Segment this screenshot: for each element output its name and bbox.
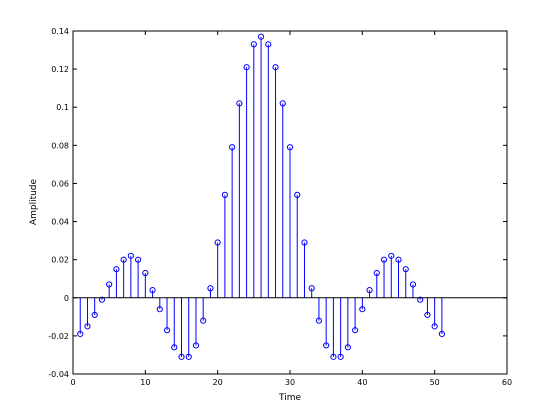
stem-marker: [178, 353, 185, 360]
stem-marker: [221, 191, 228, 198]
stem-marker: [250, 41, 257, 48]
stem-marker: [106, 281, 113, 288]
stem-marker: [373, 269, 380, 277]
stem-marker: [417, 296, 424, 303]
stem-marker: [243, 64, 250, 71]
stem-marker: [142, 269, 149, 277]
y-tick-label: -0.02: [48, 332, 69, 341]
stem-marker: [135, 256, 142, 263]
stem-marker: [301, 239, 308, 246]
stem-marker: [200, 317, 207, 324]
stem-marker: [185, 353, 192, 360]
stem-marker: [91, 311, 98, 319]
stem-marker: [438, 330, 445, 338]
y-tick-label: 0.04: [51, 218, 69, 227]
x-tick-label: 0: [70, 378, 75, 387]
stem-marker: [257, 33, 265, 40]
stem-marker: [352, 327, 359, 334]
y-tick-label: 0.08: [51, 141, 69, 150]
stem-marker: [236, 100, 243, 107]
stem-marker: [424, 311, 431, 319]
x-tick-label: 50: [430, 378, 440, 387]
stem-marker: [171, 344, 178, 351]
y-tick-label: 0.02: [51, 256, 69, 265]
stem-marker: [279, 100, 286, 107]
stem-marker: [323, 342, 330, 349]
stem-marker: [113, 266, 120, 273]
x-tick-label: 60: [502, 378, 512, 387]
stem-marker: [286, 144, 294, 151]
x-tick-label: 40: [357, 378, 367, 387]
y-tick-label: 0.14: [51, 27, 69, 36]
stem-marker: [366, 287, 373, 294]
y-tick-label: 0.06: [51, 179, 69, 188]
x-tick-label: 30: [285, 378, 295, 387]
stem-marker: [265, 41, 272, 48]
stem-marker: [344, 344, 351, 351]
stem-series: [77, 33, 445, 360]
y-tick-label: 0.12: [51, 65, 69, 74]
axis-ticks: 0 10 20 30 40 50 60 -0.04 -0.02 0 0.02 0.04 0.06 0.08…: [48, 27, 512, 387]
stem-marker: [149, 287, 156, 294]
stem-marker: [315, 317, 323, 324]
stem-marker: [98, 296, 106, 303]
x-tick-label: 10: [140, 378, 150, 387]
stem-marker: [120, 256, 127, 263]
stem-marker: [395, 256, 402, 263]
x-axis-label: Time: [278, 393, 301, 403]
stem-marker: [294, 191, 301, 198]
stem-marker: [431, 323, 438, 330]
stem-marker: [127, 252, 134, 259]
stem-marker: [308, 285, 315, 292]
stem-marker: [163, 327, 171, 334]
stem-marker: [337, 353, 344, 360]
stem-marker: [214, 239, 221, 246]
stem-marker: [380, 256, 388, 263]
stem-marker: [388, 252, 395, 259]
stem-marker: [84, 323, 91, 330]
y-tick-label: 0.1: [56, 103, 69, 112]
stem-marker: [330, 353, 337, 360]
y-tick-label: -0.04: [48, 370, 69, 379]
stem-marker: [192, 342, 200, 349]
stem-marker: [207, 285, 214, 292]
stem-marker: [156, 306, 163, 313]
stem-marker: [229, 144, 236, 151]
y-axis-label: Amplitude: [29, 178, 39, 225]
y-tick-label: 0: [64, 294, 69, 303]
stem-marker: [77, 330, 84, 338]
stem-marker: [409, 281, 417, 288]
stem-marker: [402, 266, 409, 273]
x-tick-label: 20: [213, 378, 223, 387]
stem-marker: [359, 306, 366, 313]
stem-marker: [272, 64, 279, 71]
